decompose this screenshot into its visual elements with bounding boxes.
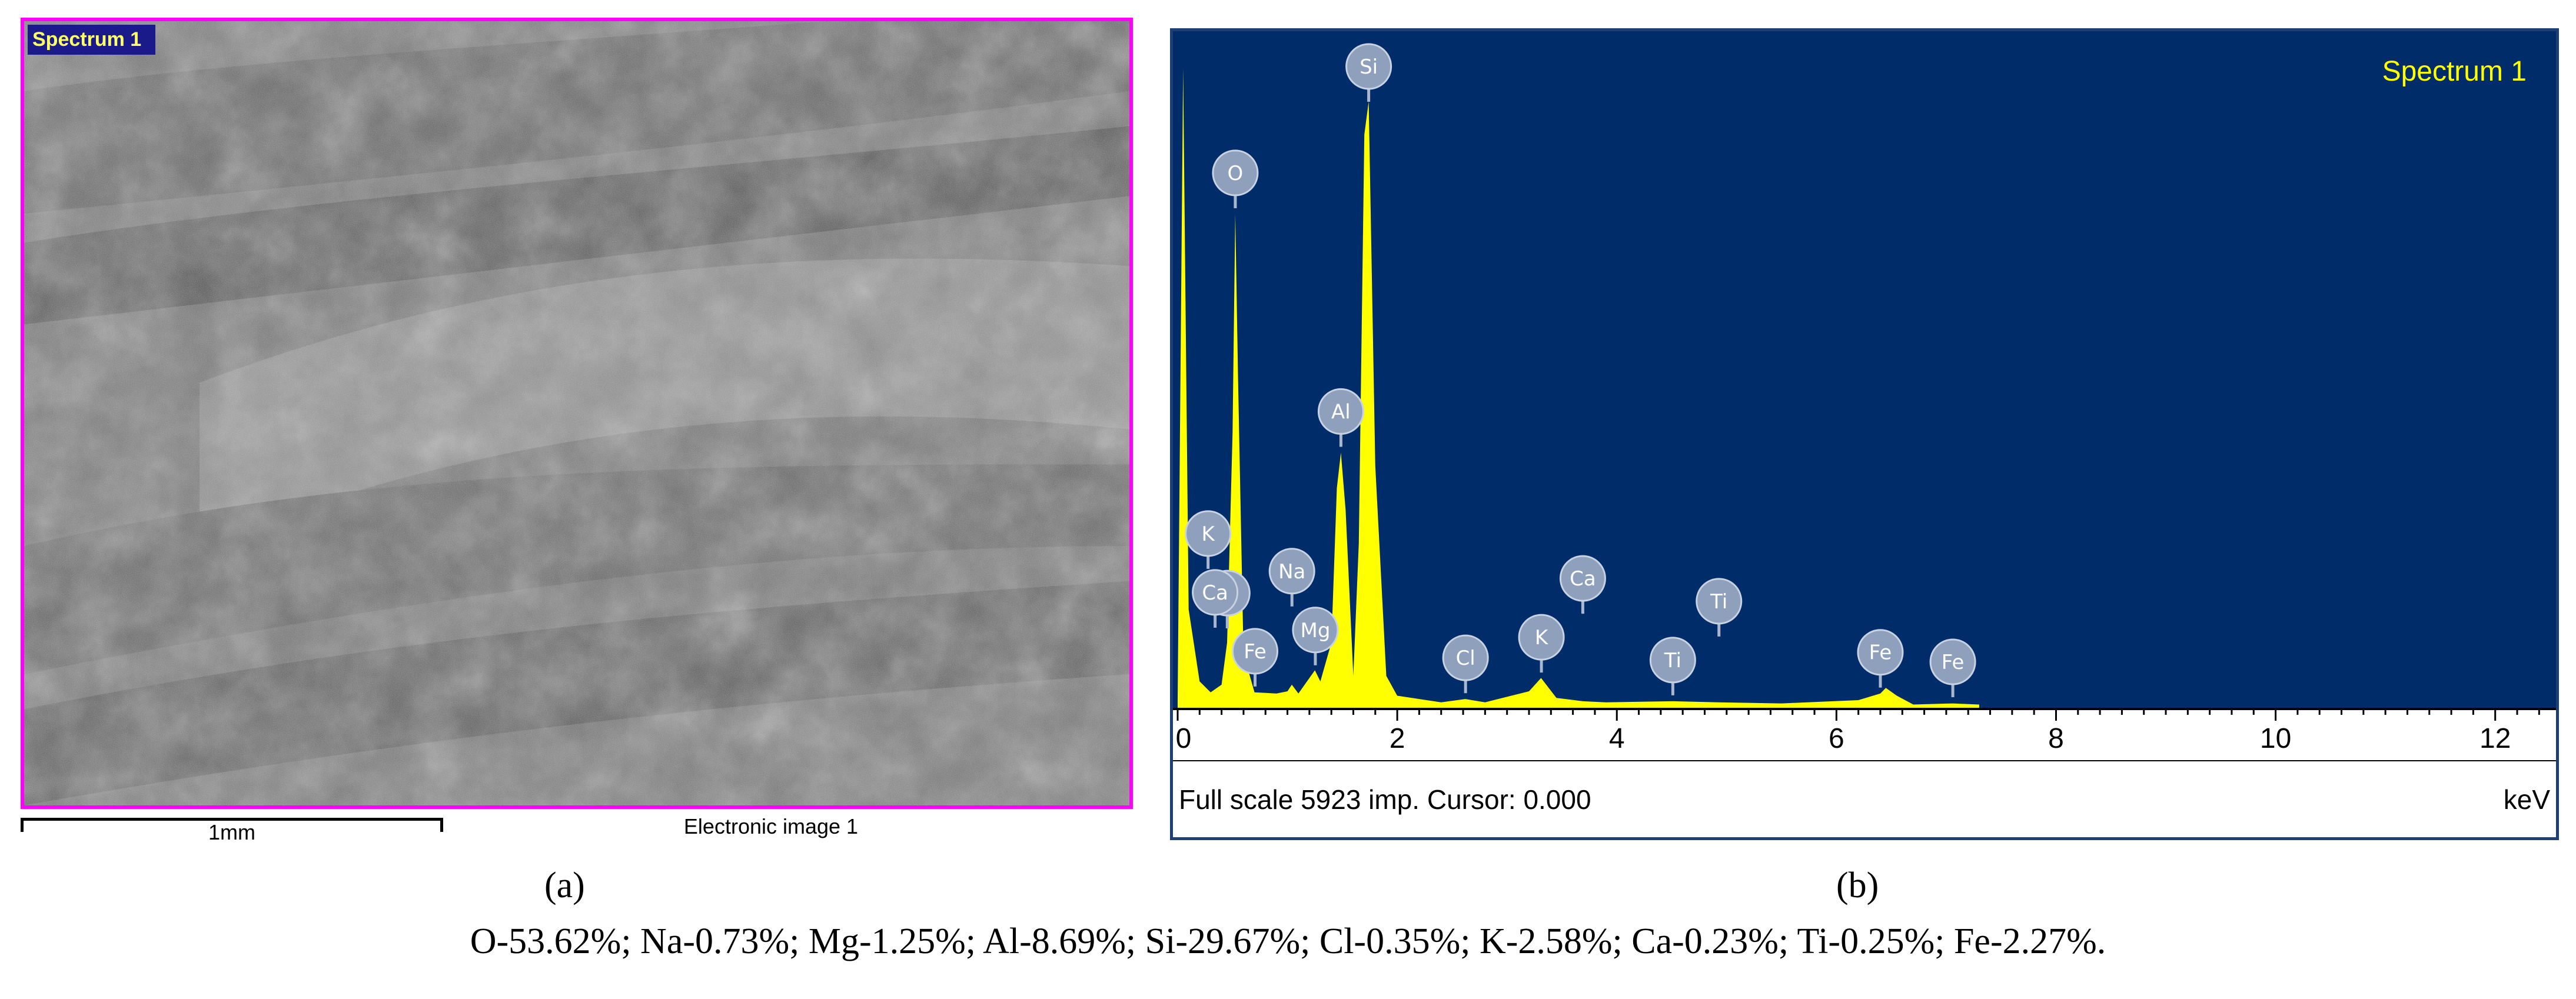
x-tick-label: 8 [2048, 723, 2064, 754]
svg-text:K: K [1202, 522, 1216, 546]
x-tick-label: 6 [1829, 723, 1844, 754]
x-tick-label: 0 [1176, 723, 1192, 754]
peak-label-fe: Fe [1232, 628, 1279, 687]
legend-spectrum-1: Spectrum 1 [2382, 56, 2527, 87]
panel-a-caption: (a) [544, 865, 585, 905]
peak-label-ti: Ti [1696, 578, 1743, 637]
x-axis: 0 2 4 6 8 10 12 [1173, 708, 2556, 754]
peak-label-fe: Fe [1929, 638, 1976, 697]
x-tick-label: 12 [2479, 723, 2511, 754]
svg-text:Fe: Fe [1244, 640, 1267, 664]
full-scale-readout: Full scale 5923 imp. Cursor: 0.000 [1179, 784, 1591, 815]
svg-text:Ca: Ca [1570, 567, 1596, 591]
kev-unit-label: keV [2504, 784, 2551, 815]
sem-electron-image: Spectrum 1 [21, 18, 1133, 809]
peak-label-ti: Ti [1649, 637, 1696, 695]
scale-bar [21, 818, 443, 832]
peak-label-ca: Ca [1192, 569, 1239, 628]
scale-bar-label: 1mm [208, 820, 255, 844]
spectrum-area [1178, 68, 1979, 710]
svg-text:O: O [1228, 162, 1244, 185]
electronic-image-label: Electronic image 1 [683, 814, 859, 838]
spectrum-series [1178, 68, 1979, 710]
svg-text:Si: Si [1360, 55, 1378, 79]
peak-label-si: Si [1345, 43, 1392, 102]
composition-summary: O-53.62%; Na-0.73%; Mg-1.25%; Al-8.69%; … [470, 921, 2106, 961]
svg-text:K: K [1535, 626, 1549, 650]
svg-text:Ti: Ti [1710, 590, 1727, 614]
peak-label-mg: Mg [1292, 607, 1339, 665]
x-tick-label: 4 [1609, 723, 1625, 754]
peak-label-na: Na [1268, 548, 1315, 607]
svg-text:Na: Na [1278, 560, 1305, 584]
x-tick-label: 2 [1390, 723, 1405, 754]
peak-label-k: K [1185, 510, 1232, 569]
svg-text:Cl: Cl [1456, 647, 1475, 670]
peak-label-ca: Ca [1559, 555, 1606, 614]
peak-label-k: K [1518, 614, 1565, 673]
svg-text:Al: Al [1331, 400, 1351, 424]
sem-micrograph [24, 21, 1129, 805]
peak-label-al: Al [1317, 388, 1364, 447]
panel-b-caption: (b) [1836, 865, 1879, 905]
sem-image-panel: Spectrum 1 1mm Electronic image 1 [0, 0, 1154, 865]
spectrum-tag: Spectrum 1 [28, 25, 156, 55]
peak-label-o: O [1212, 149, 1259, 208]
plot-area [1173, 31, 2556, 709]
svg-text:Mg: Mg [1300, 619, 1330, 642]
svg-text:Ti: Ti [1664, 649, 1681, 672]
svg-text:Ca: Ca [1202, 581, 1228, 605]
peak-labels: OTiFeSiCaAlMgKNaClKCaTiTiFeFe [1185, 43, 1976, 697]
svg-text:Fe: Fe [1869, 641, 1892, 665]
peak-label-fe: Fe [1857, 629, 1904, 688]
peak-label-cl: Cl [1442, 634, 1489, 694]
x-tick-label: 10 [2260, 723, 2291, 754]
svg-text:Fe: Fe [1942, 651, 1965, 674]
